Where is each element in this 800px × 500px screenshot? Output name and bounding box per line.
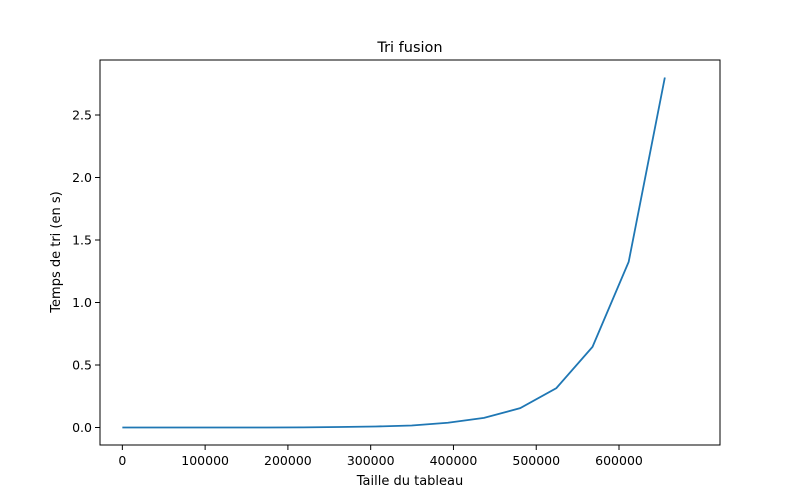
x-tick-label: 400000 <box>430 453 478 468</box>
x-tick-label: 600000 <box>595 453 643 468</box>
y-axis-label: Temps de tri (en s) <box>49 191 64 313</box>
x-tick-label: 100000 <box>181 453 229 468</box>
chart-title: Tri fusion <box>376 40 442 56</box>
x-axis-ticks: 0 100000 200000 300000 400000 500000 600000 <box>118 445 643 468</box>
y-tick-label: 0.0 <box>72 420 92 435</box>
y-tick-label: 0.5 <box>72 358 92 373</box>
axes-frame <box>99 59 721 446</box>
plot-area <box>122 77 666 429</box>
x-tick-label: 500000 <box>512 453 560 468</box>
x-tick-label: 300000 <box>347 453 395 468</box>
y-axis-ticks: 0.0 0.5 1.0 1.5 2.0 2.5 <box>72 108 100 435</box>
y-tick-label: 1.5 <box>72 233 92 248</box>
y-tick-label: 2.0 <box>72 170 92 185</box>
x-tick-label: 200000 <box>264 453 312 468</box>
series-line <box>122 77 666 429</box>
y-tick-label: 2.5 <box>72 108 92 123</box>
x-axis-label: Taille du tableau <box>356 474 463 489</box>
x-tick-label: 0 <box>118 453 126 468</box>
y-tick-label: 1.0 <box>72 295 92 310</box>
